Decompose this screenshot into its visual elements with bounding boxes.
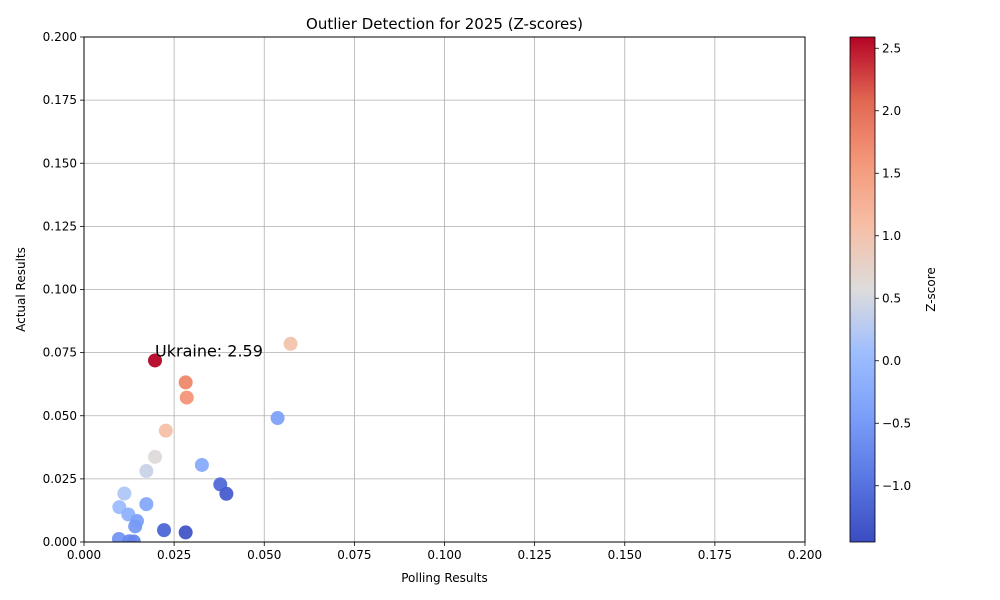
x-axis: 0.000 0.025 0.050 0.075 0.100 0.125 0.150 0.175… [67, 542, 822, 562]
y-tick-label: 0.050 [43, 409, 77, 423]
data-point [157, 523, 172, 538]
x-tick-label: 0.125 [517, 548, 551, 562]
y-tick-label: 0.200 [43, 30, 77, 44]
y-tick-label: 0.025 [43, 472, 77, 486]
x-tick-label: 0.150 [608, 548, 642, 562]
data-point [128, 519, 143, 534]
data-point [283, 336, 298, 351]
grid [83, 36, 806, 543]
y-tick-label: 0.075 [43, 346, 77, 360]
colorbar-tick-label: 1.0 [882, 229, 901, 243]
data-point [139, 464, 154, 479]
colorbar-tick-label: −0.5 [882, 416, 911, 430]
outlier-annotation: Ukraine: 2.59 [155, 341, 263, 360]
data-point [117, 486, 132, 501]
x-tick-label: 0.175 [698, 548, 732, 562]
data-point [148, 449, 163, 464]
x-tick-label: 0.075 [337, 548, 371, 562]
y-axis-label: Actual Results [14, 247, 28, 332]
colorbar-tick-label: 2.0 [882, 104, 901, 118]
data-point [219, 486, 234, 501]
y-tick-label: 0.100 [43, 283, 77, 297]
data-point [194, 457, 209, 472]
data-point [178, 525, 193, 540]
data-points [111, 336, 298, 542]
x-tick-label: 0.200 [788, 548, 822, 562]
data-point [139, 497, 154, 512]
colorbar-tick-label: 0.0 [882, 354, 901, 368]
colorbar-tick-label: −1.0 [882, 479, 911, 493]
y-tick-label: 0.150 [43, 156, 77, 170]
colorbar-gradient [849, 36, 876, 543]
data-point [178, 375, 193, 390]
data-point [179, 390, 194, 405]
x-tick-label: 0.000 [67, 548, 101, 562]
colorbar: −1.0 −0.5 0.0 0.5 1.0 1.5 2.0 2.5 Z-score [849, 36, 938, 543]
y-axis: 0.000 0.025 0.050 0.075 0.100 0.125 0.150 0.175… [43, 30, 84, 549]
colorbar-tick-label: 2.5 [882, 41, 901, 55]
colorbar-label: Z-score [924, 267, 938, 312]
data-point [158, 423, 173, 438]
chart-title: Outlier Detection for 2025 (Z-scores) [306, 15, 583, 33]
x-tick-label: 0.050 [247, 548, 281, 562]
y-tick-label: 0.000 [43, 535, 77, 549]
y-tick-label: 0.125 [43, 219, 77, 233]
x-axis-label: Polling Results [401, 571, 488, 585]
y-tick-label: 0.175 [43, 93, 77, 107]
data-point [126, 534, 141, 542]
data-point [148, 353, 163, 368]
colorbar-tick-label: 0.5 [882, 291, 901, 305]
data-point [270, 411, 285, 426]
colorbar-tick-label: 1.5 [882, 166, 901, 180]
x-tick-label: 0.100 [427, 548, 461, 562]
x-tick-label: 0.025 [157, 548, 191, 562]
